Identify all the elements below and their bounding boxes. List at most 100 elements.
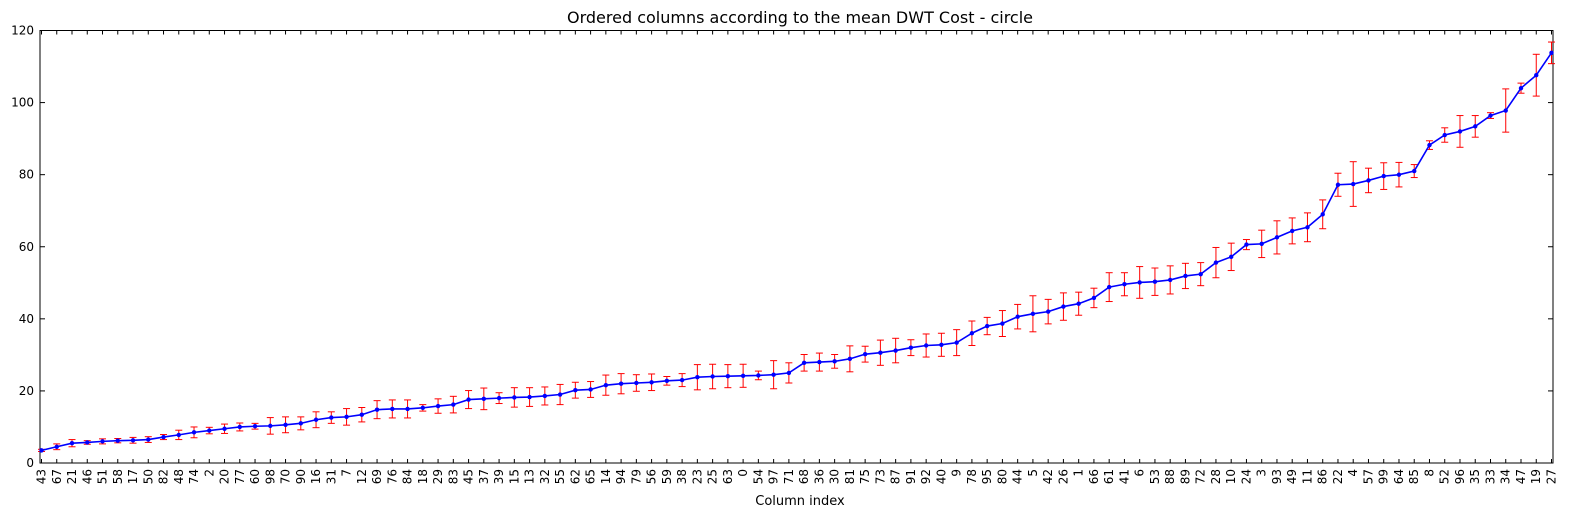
data-point [1122, 282, 1127, 287]
x-tick-label: 76 [385, 469, 399, 484]
x-tick-label: 26 [1056, 469, 1070, 484]
data-point [1473, 124, 1478, 129]
x-tick-label: 51 [96, 469, 110, 484]
y-tick-label: 80 [19, 168, 34, 182]
x-tick-label: 85 [1407, 469, 1421, 484]
x-tick-label: 7 [340, 469, 354, 477]
data-point [832, 359, 837, 364]
data-point [1076, 301, 1081, 306]
x-tick-label: 83 [446, 469, 460, 484]
data-point [1106, 284, 1112, 290]
x-tick-label: 95 [980, 469, 994, 484]
x-tick-label: 77 [233, 469, 247, 484]
data-point [1534, 72, 1539, 78]
x-tick-label: 60 [248, 469, 262, 484]
x-tick-label: 40 [934, 469, 948, 484]
x-tick-label: 2 [202, 469, 216, 477]
y-tick-label: 60 [19, 240, 34, 254]
data-point [298, 421, 303, 426]
data-point [1305, 225, 1310, 230]
data-point [771, 372, 776, 377]
x-tick-label: 53 [1148, 469, 1162, 484]
chart-title: Ordered columns according to the mean DW… [567, 8, 1033, 27]
data-point [817, 359, 822, 365]
data-point [1045, 309, 1051, 314]
x-tick-label: 81 [843, 469, 857, 484]
x-tick-label: 3 [1255, 469, 1269, 477]
data-point [923, 343, 929, 348]
x-tick-label: 48 [172, 469, 186, 484]
data-point [618, 381, 624, 386]
x-tick-label: 73 [873, 469, 887, 484]
x-tick-label: 9 [950, 469, 964, 477]
x-tick-label: 11 [1300, 469, 1314, 484]
data-point [390, 406, 395, 412]
data-point [588, 387, 593, 392]
data-point [1320, 212, 1325, 217]
data-point [85, 440, 90, 445]
x-tick-label: 27 [1545, 469, 1559, 484]
x-tick-label: 57 [1361, 469, 1375, 484]
x-tick-label: 91 [904, 469, 918, 484]
x-tick-label: 84 [401, 469, 415, 484]
x-tick-label: 55 [553, 469, 567, 484]
x-tick-label: 36 [812, 469, 826, 484]
data-point [130, 438, 136, 443]
plot-area-frame [39, 30, 1554, 464]
x-tick-label: 30 [828, 469, 842, 484]
data-point [1427, 142, 1432, 148]
data-point [466, 397, 471, 402]
data-point [908, 345, 914, 350]
x-tick-label: 22 [1331, 469, 1345, 484]
x-tick-label: 35 [1468, 469, 1482, 484]
data-point [740, 373, 746, 378]
x-tick-label: 92 [919, 469, 933, 484]
data-point [237, 424, 242, 430]
x-axis: 43 67 21 46 51 58 17 50 82 48 74 2 20 77 60 98 70 90 16 31 7… [35, 30, 1559, 484]
x-tick-label: 79 [629, 469, 643, 484]
data-point [496, 395, 502, 401]
data-point [954, 340, 959, 345]
y-tick-label: 0 [26, 456, 34, 470]
data-point [893, 348, 898, 353]
series-line [41, 52, 1553, 452]
data-point [939, 342, 944, 347]
x-tick-label: 18 [416, 469, 430, 484]
x-tick-label: 59 [660, 469, 674, 484]
x-tick-label: 0 [736, 469, 750, 477]
data-point [329, 415, 334, 420]
x-tick-label: 4 [1346, 469, 1360, 477]
data-point [191, 430, 197, 435]
x-tick-label: 33 [1483, 469, 1497, 484]
x-tick-label: 43 [35, 469, 49, 484]
x-tick-label: 72 [1194, 469, 1208, 484]
data-point [1457, 129, 1463, 134]
data-point [1366, 178, 1371, 183]
x-tick-label: 99 [1377, 469, 1391, 484]
data-point [222, 426, 227, 431]
x-tick-label: 32 [538, 469, 552, 484]
data-point [39, 448, 44, 453]
data-point [573, 387, 578, 393]
x-tick-label: 66 [1087, 469, 1101, 484]
x-tick-label: 13 [523, 469, 537, 484]
data-point [1274, 235, 1280, 240]
x-tick-label: 10 [1224, 469, 1238, 484]
x-tick-label: 98 [263, 469, 277, 484]
markers [39, 50, 1554, 453]
data-point [313, 417, 319, 422]
x-tick-label: 78 [965, 469, 979, 484]
data-point [69, 440, 75, 446]
x-tick-label: 31 [324, 469, 338, 484]
x-tick-label: 17 [126, 469, 140, 484]
x-tick-label: 68 [797, 469, 811, 484]
x-tick-label: 23 [690, 469, 704, 484]
x-tick-label: 80 [995, 469, 1009, 484]
data-point [1167, 277, 1173, 283]
data-point [756, 373, 761, 378]
x-tick-label: 12 [355, 469, 369, 484]
data-point [1549, 50, 1554, 56]
data-point [405, 406, 410, 412]
error-bars [38, 41, 1555, 452]
data-point [984, 323, 990, 329]
